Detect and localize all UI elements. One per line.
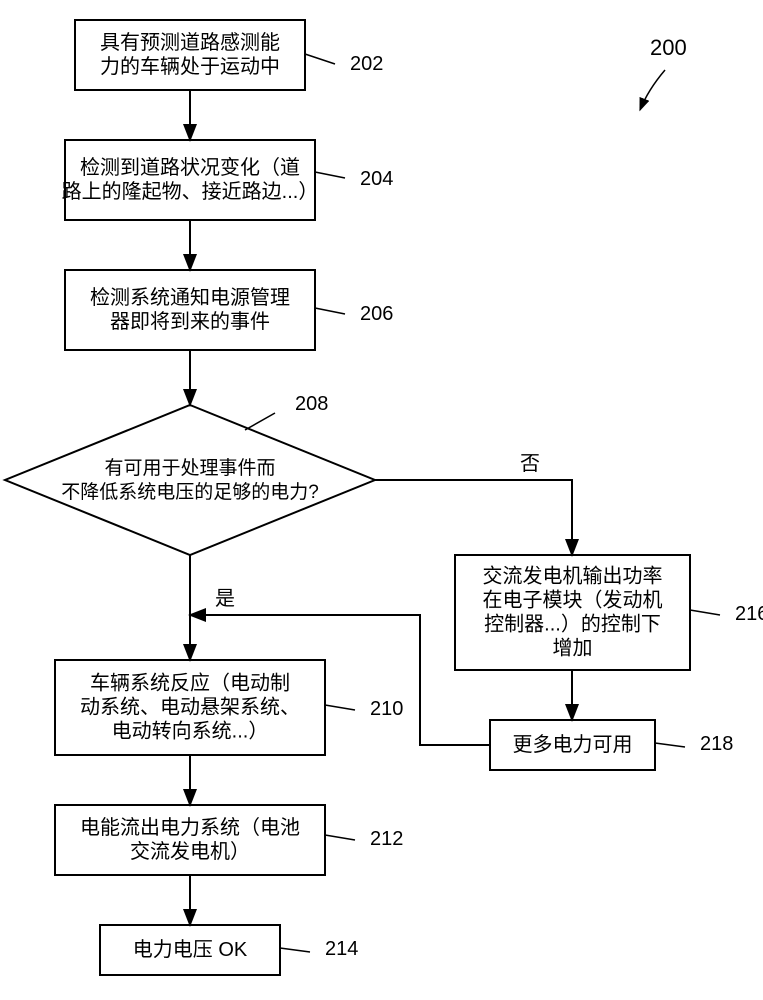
edge-label: 是 xyxy=(215,588,235,610)
node-text: 检测系统通知电源管理 xyxy=(90,286,290,309)
ref-label: 208 xyxy=(295,393,328,415)
ref-label: 214 xyxy=(325,938,358,960)
node-text: 控制器...）的控制下 xyxy=(484,613,661,636)
node-text: 具有预测道路感测能 xyxy=(100,31,280,54)
node-n204 xyxy=(65,140,315,220)
node-text: 电动转向系统...） xyxy=(112,720,269,743)
node-n202 xyxy=(75,20,305,90)
node-text: 有可用于处理事件而 xyxy=(104,457,275,479)
node-text: 电力电压 OK xyxy=(133,938,248,961)
ref-label: 212 xyxy=(370,828,403,850)
node-text: 器即将到来的事件 xyxy=(110,310,270,333)
node-text: 路上的隆起物、接近路边...） xyxy=(62,180,319,203)
ref-label: 202 xyxy=(350,53,383,75)
node-text: 增加 xyxy=(553,637,593,660)
edge-label: 否 xyxy=(520,453,540,475)
node-text: 检测到道路状况变化（道 xyxy=(80,156,300,179)
ref-label: 216 xyxy=(735,603,763,625)
node-text: 电能流出电力系统（电池 xyxy=(80,816,300,839)
node-text: 交流发电机输出功率 xyxy=(483,565,663,588)
ref-label: 218 xyxy=(700,733,733,755)
ref-label: 206 xyxy=(360,303,393,325)
node-text: 交流发电机） xyxy=(130,840,250,863)
node-n206 xyxy=(65,270,315,350)
figure-ref-200: 200 xyxy=(650,35,687,60)
node-text: 力的车辆处于运动中 xyxy=(100,55,280,78)
node-text: 在电子模块（发动机 xyxy=(483,589,663,612)
node-text: 车辆系统反应（电动制 xyxy=(90,672,290,695)
node-text: 不降低系统电压的足够的电力? xyxy=(61,481,319,503)
flowchart-canvas: 200 具有预测道路感测能力的车辆处于运动中 202 检测到道路状况变化（道路上的隆起… xyxy=(0,0,763,1000)
ref-label: 210 xyxy=(370,698,403,720)
node-text: 更多电力可用 xyxy=(513,733,633,756)
ref-label: 204 xyxy=(360,168,393,190)
node-n212 xyxy=(55,805,325,875)
node-text: 动系统、电动悬架系统、 xyxy=(80,696,300,719)
